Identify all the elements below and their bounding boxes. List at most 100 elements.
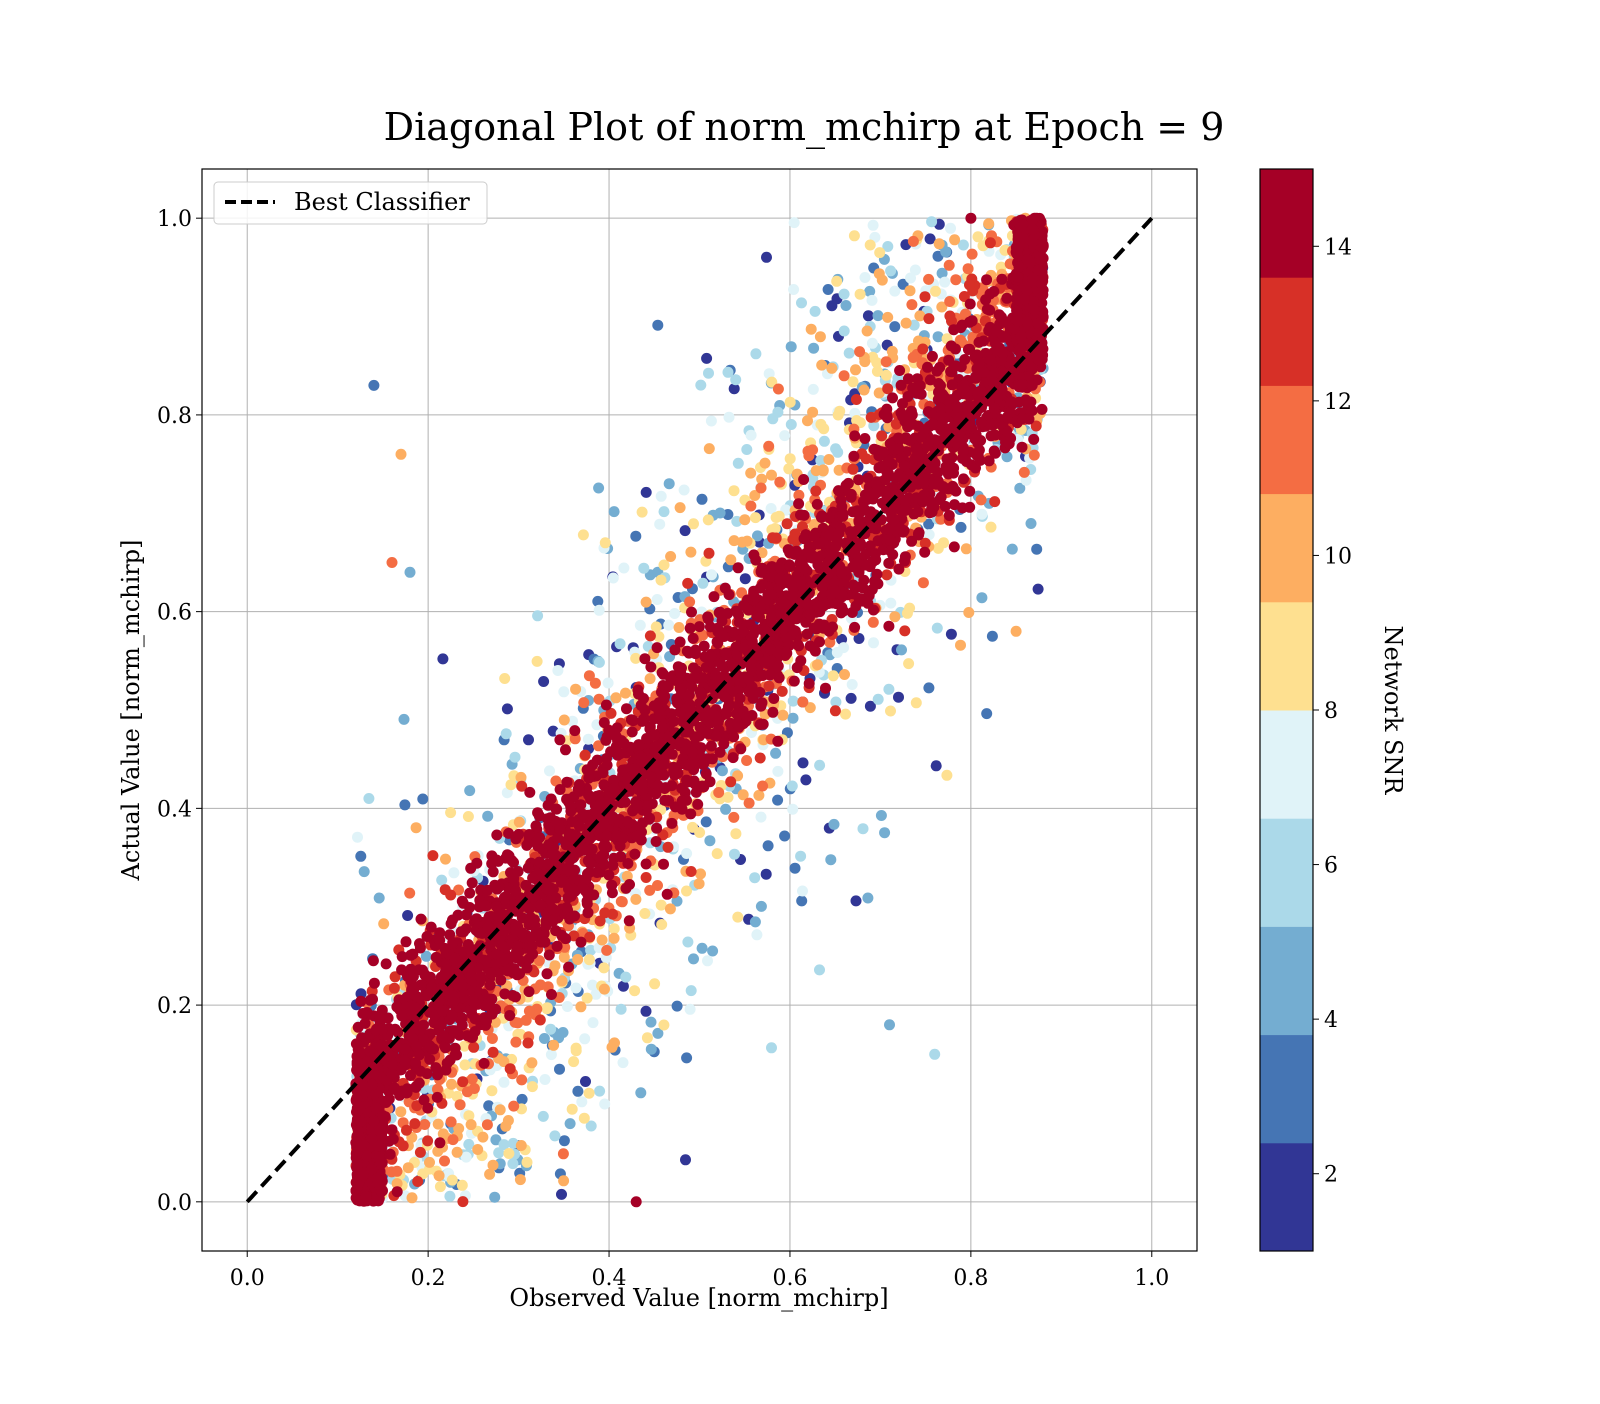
scatter-point <box>488 1160 499 1171</box>
scatter-point <box>939 277 950 288</box>
scatter-point <box>859 356 870 367</box>
scatter-point <box>851 394 862 405</box>
scatter-point <box>750 348 761 359</box>
scatter-point <box>464 888 475 899</box>
scatter-point <box>985 237 996 248</box>
scatter-point <box>944 296 955 307</box>
scatter-point <box>646 1017 657 1028</box>
scatter-point <box>688 518 699 529</box>
scatter-point <box>439 1156 450 1167</box>
scatter-point <box>580 750 591 761</box>
scatter-point <box>965 213 976 224</box>
scatter-point <box>562 1001 573 1012</box>
scatter-point <box>493 1147 504 1158</box>
scatter-point <box>961 543 972 554</box>
scatter-point <box>927 351 938 362</box>
scatter-point <box>893 692 904 703</box>
scatter-point <box>552 665 563 676</box>
scatter-point <box>629 849 640 860</box>
scatter-point <box>750 916 761 927</box>
scatter-point <box>395 1106 406 1117</box>
scatter-point <box>594 657 605 668</box>
scatter-point <box>841 300 852 311</box>
scatter-point <box>630 894 641 905</box>
scatter-point <box>829 819 840 830</box>
scatter-point <box>996 274 1007 285</box>
scatter-point <box>767 413 778 424</box>
scatter-point <box>424 1157 435 1168</box>
scatter-point <box>652 594 663 605</box>
scatter-point <box>654 519 665 530</box>
scatter-point <box>558 686 569 697</box>
scatter-point <box>594 1086 605 1097</box>
scatter-point <box>797 697 808 708</box>
scatter-point <box>535 1015 546 1026</box>
scatter-point <box>368 380 379 391</box>
scatter-point <box>431 952 442 963</box>
scatter-point <box>542 1002 553 1013</box>
scatter-point <box>651 621 662 632</box>
scatter-point <box>552 941 563 952</box>
scatter-point <box>639 653 650 664</box>
scatter-point <box>901 318 912 329</box>
scatter-point <box>584 954 595 965</box>
scatter-point <box>392 1186 403 1197</box>
scatter-point <box>841 480 852 491</box>
scatter-point <box>764 681 775 692</box>
scatter-point <box>814 760 825 771</box>
scatter-point <box>550 960 561 971</box>
scatter-point <box>911 697 922 708</box>
scatter-point <box>664 478 675 489</box>
scatter-point <box>923 313 934 324</box>
scatter-point <box>1001 293 1012 304</box>
scatter-point <box>741 444 752 455</box>
scatter-point <box>446 1079 457 1090</box>
scatter-point <box>706 416 717 427</box>
scatter-point <box>733 562 744 573</box>
scatter-point <box>918 577 929 588</box>
scatter-point <box>355 851 366 862</box>
scatter-point <box>777 686 788 697</box>
scatter-point <box>446 1116 457 1127</box>
scatter-point <box>771 533 782 544</box>
scatter-point <box>437 653 448 664</box>
scatter-point <box>996 312 1007 323</box>
scatter-point <box>638 563 649 574</box>
scatter-point <box>950 344 961 355</box>
scatter-point <box>415 1147 426 1158</box>
scatter-point <box>896 380 907 391</box>
scatter-point <box>876 810 887 821</box>
scatter-point <box>641 487 652 498</box>
scatter-point <box>772 795 783 806</box>
scatter-point <box>906 299 917 310</box>
scatter-point <box>885 706 896 717</box>
scatter-point <box>918 496 929 507</box>
scatter-point <box>387 557 398 568</box>
scatter-point <box>730 374 741 385</box>
scatter-point <box>701 816 712 827</box>
scatter-point <box>706 569 717 580</box>
scatter-point <box>849 622 860 633</box>
scatter-point <box>546 1049 557 1060</box>
scatter-point <box>513 829 524 840</box>
scatter-point <box>486 1085 497 1096</box>
scatter-point <box>839 669 850 680</box>
scatter-point <box>887 392 898 403</box>
scatter-point <box>557 975 568 986</box>
scatter-point <box>798 757 809 768</box>
scatter-point <box>448 867 459 878</box>
scatter-point <box>950 274 961 285</box>
scatter-point <box>682 937 693 948</box>
scatter-point <box>352 832 363 843</box>
scatter-point <box>624 915 635 926</box>
scatter-point <box>503 1148 514 1159</box>
scatter-point <box>479 1058 490 1069</box>
scatter-point <box>611 692 622 703</box>
scatter-point <box>502 703 513 714</box>
scatter-point <box>600 735 611 746</box>
scatter-point <box>499 1077 510 1088</box>
scatter-point <box>879 827 890 838</box>
scatter-point <box>874 247 885 258</box>
scatter-point <box>532 610 543 621</box>
scatter-point <box>772 766 783 777</box>
